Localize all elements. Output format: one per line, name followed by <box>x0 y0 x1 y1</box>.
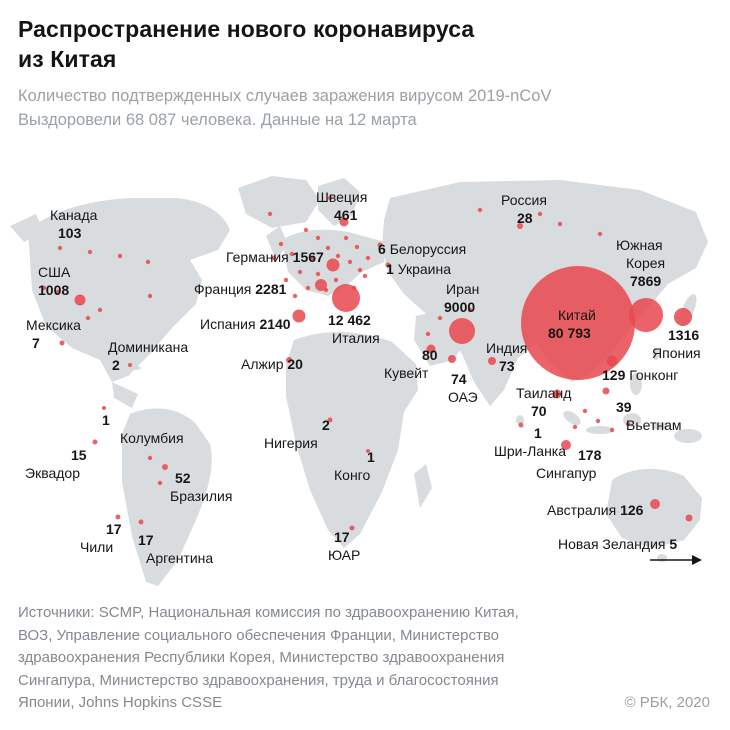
country-label-south-korea: Южная Корея 7869 <box>616 237 666 289</box>
country-label-kuwait: 80 Кувейт <box>384 347 438 381</box>
world-map: Канада 103 США 1008 Мексика 7 Доминикана 2 1 Колу… <box>0 168 730 600</box>
country-label-brazil: 52 Бразилия <box>170 470 233 504</box>
country-label-algeria: Алжир 20 <box>241 356 303 372</box>
country-label-dominicana: Доминикана 2 <box>108 339 189 373</box>
country-label-ukraine: 1 Украина <box>386 261 451 277</box>
country-label-australia: Австралия 126 <box>547 502 644 518</box>
footer: Источники: SCMP, Национальная комиссия п… <box>18 602 712 715</box>
country-label-congo: 1 Конго <box>334 449 375 483</box>
country-label-sweden: Швеция 461 <box>316 189 368 223</box>
country-label-russia: Россия 28 <box>501 192 547 226</box>
copyright: © РБК, 2020 <box>624 694 710 711</box>
subtitle: Количество подтвержденных случаев зараже… <box>18 84 712 132</box>
country-label-south-africa: 17 ЮАР <box>328 529 361 563</box>
world-map-land <box>10 176 708 586</box>
country-label-germany: Германия 1567 <box>226 249 324 265</box>
country-label-mexico: Мексика 7 <box>26 317 81 351</box>
country-label-japan: 1316 Япония <box>652 327 701 361</box>
country-label-ecuador: 15 Эквадор <box>25 447 87 481</box>
country-label-belarus: 6 Белоруссия <box>378 241 467 257</box>
country-label-new-zealand: Новая Зеландия 5 <box>558 536 678 552</box>
country-label-france: Франция 2281 <box>194 281 287 297</box>
country-label-india: Индия 73 <box>486 340 528 374</box>
country-label-sri-lanka: 1 Шри-Ланка <box>494 425 567 459</box>
country-label-china: Китай 80 793 <box>548 307 596 341</box>
country-label-vietnam: 39 Вьетнам <box>616 399 682 433</box>
country-label-hong-kong: 129 Гонконг <box>602 367 679 383</box>
country-label-argentina: 17 Аргентина <box>138 532 214 566</box>
page-title: Распространение нового коронавируса из Ки… <box>18 14 712 74</box>
country-label-thailand: Таиланд 70 <box>516 385 572 419</box>
sources-text: Источники: SCMP, Национальная комиссия п… <box>18 604 519 711</box>
new-zealand-arrow-icon <box>650 555 702 565</box>
header: Распространение нового коронавируса из Ки… <box>18 14 712 132</box>
country-label-uae: 74 ОАЭ <box>448 371 478 405</box>
country-label-singapore: 178 Сингапур <box>536 447 602 481</box>
country-label-usa: США 1008 <box>38 264 71 298</box>
country-label-nigeria: 2 Нигерия <box>264 417 330 451</box>
bubbles-layer <box>41 195 693 531</box>
country-label-chile: 17 Чили <box>80 521 122 555</box>
country-label-spain: Испания 2140 <box>200 316 291 332</box>
subtitle-line-1: Количество подтвержденных случаев зараже… <box>18 87 552 105</box>
subtitle-line-2: Выздоровели 68 087 человека. Данные на 1… <box>18 111 417 129</box>
country-label-canada: Канада 103 <box>50 207 98 241</box>
country-label-colombia: 1 Колумбия <box>102 412 184 446</box>
title-line-1: Распространение нового коронавируса <box>18 16 475 42</box>
country-label-iran: Иран 9000 <box>444 281 480 315</box>
map-labels: Канада 103 США 1008 Мексика 7 Доминикана 2 1 Колу… <box>0 168 730 598</box>
country-label-italy: 12 462 Италия <box>328 312 380 346</box>
title-line-2: из Китая <box>18 46 117 72</box>
